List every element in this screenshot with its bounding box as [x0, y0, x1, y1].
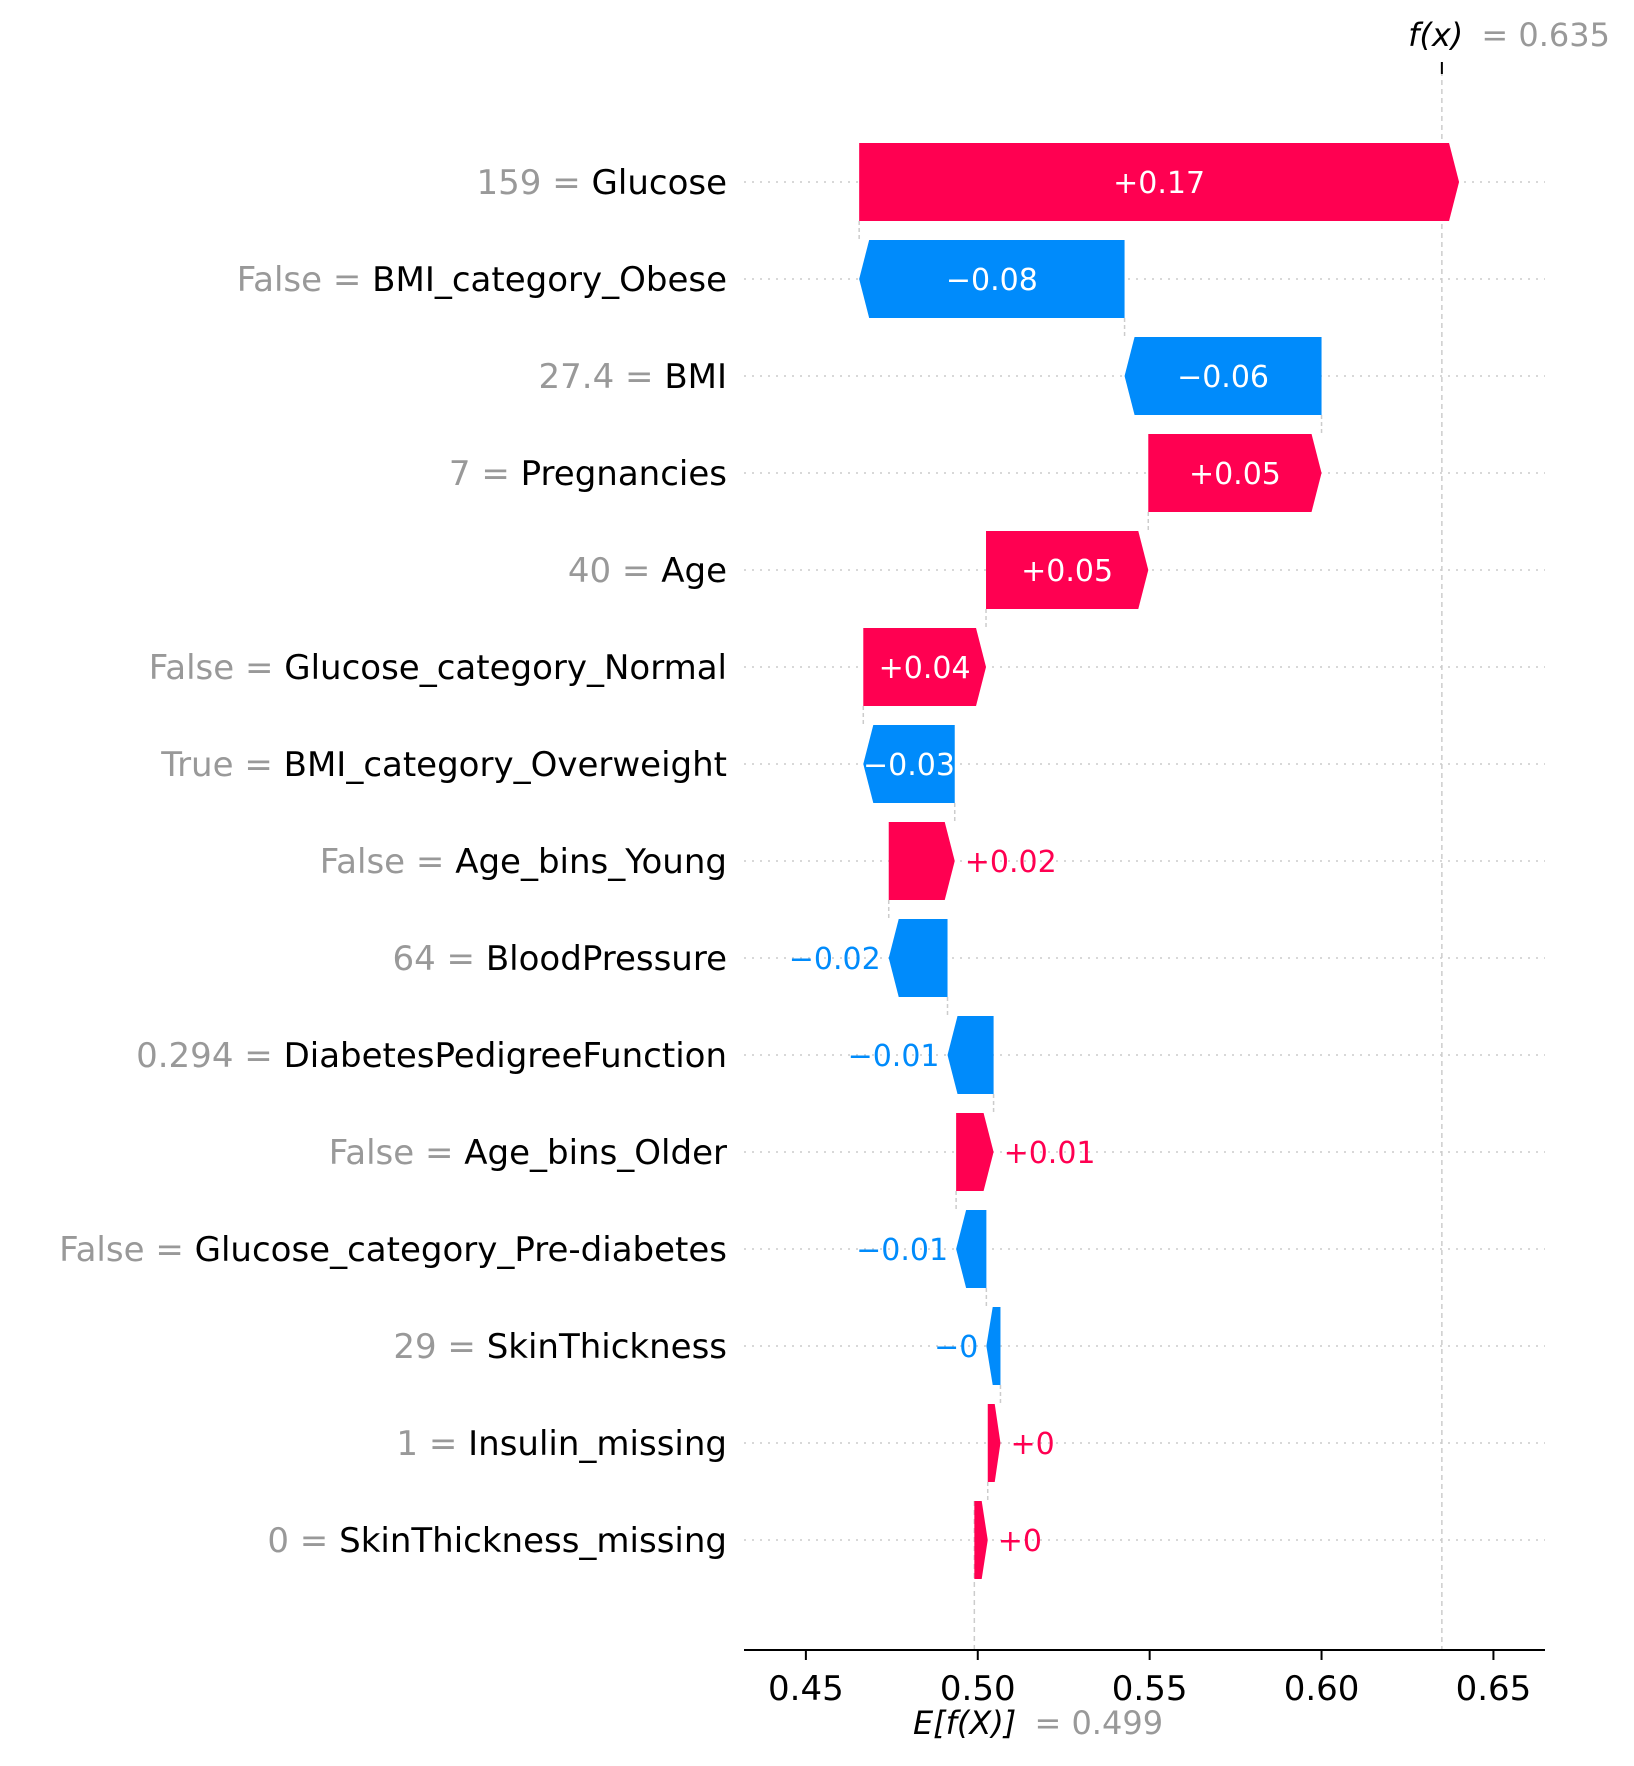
- x-tick-label: 0.60: [1284, 1669, 1360, 1709]
- feature-name: Age_bins_Young: [455, 842, 727, 882]
- bar-Pregnancies: [1148, 434, 1322, 512]
- feature-name: BMI_category_Overweight: [284, 745, 727, 785]
- x-axis: 0.45 0.50 0.55 0.60 0.65: [744, 1649, 1545, 1709]
- x-tick-label: 0.65: [1456, 1669, 1532, 1709]
- bar-value-label: +0.02: [965, 845, 1057, 880]
- feature-name: Glucose_category_Pre-diabetes: [195, 1230, 727, 1270]
- feature-value: True =: [160, 745, 283, 785]
- bar-value-label: −0: [934, 1330, 978, 1365]
- bar-Age_bins_Young: [888, 822, 955, 900]
- bar-BloodPressure: [888, 919, 948, 997]
- feature-name: Pregnancies: [521, 454, 727, 494]
- feature-name: Glucose: [592, 163, 727, 203]
- bar-Glucose_category_Pre-diabetes: [956, 1210, 987, 1288]
- feature-label: True = BMI_category_Overweight: [160, 745, 727, 785]
- x-tick-label: 0.45: [768, 1669, 844, 1709]
- feature-value: False =: [320, 842, 455, 882]
- feature-label: 40 = Age: [568, 551, 727, 591]
- feature-label: False = BMI_category_Obese: [237, 260, 727, 300]
- feature-value: False =: [59, 1230, 194, 1270]
- feature-label: 0.294 = DiabetesPedigreeFunction: [136, 1036, 727, 1076]
- feature-name: DiabetesPedigreeFunction: [284, 1036, 727, 1076]
- feature-label: 64 = BloodPressure: [392, 939, 727, 979]
- feature-label: False = Glucose_category_Pre-diabetes: [59, 1230, 727, 1270]
- bar-value-label: +0: [998, 1524, 1042, 1559]
- feature-value: False =: [237, 260, 372, 300]
- feature-name: Insulin_missing: [468, 1424, 727, 1464]
- feature-labels: 159 = Glucose False = BMI_category_Obese 2…: [59, 163, 727, 1561]
- fx-label: f(x): [1408, 16, 1463, 54]
- bar-value-label: +0.01: [1004, 1136, 1096, 1171]
- bar-value-label: −0.01: [848, 1039, 940, 1074]
- feature-name: Age: [661, 551, 727, 591]
- bar-BMI: [1124, 337, 1322, 415]
- bar-Age: [986, 531, 1149, 609]
- feature-label: 0 = SkinThickness_missing: [267, 1521, 727, 1561]
- feature-value: 0.294 =: [136, 1036, 283, 1076]
- bar-value-label: +0.05: [1021, 554, 1113, 589]
- feature-value: 40 =: [568, 551, 661, 591]
- bar-Glucose: [859, 143, 1460, 221]
- feature-label: 7 = Pregnancies: [449, 454, 727, 494]
- feature-label: False = Glucose_category_Normal: [149, 648, 727, 688]
- feature-value: 27.4 =: [539, 357, 665, 397]
- annotations: f(x) = 0.635 E[f(X)] = 0.499: [913, 16, 1610, 1742]
- bar-SkinThickness: [986, 1307, 1001, 1385]
- feature-value: 64 =: [392, 939, 485, 979]
- bar-Age_bins_Older: [956, 1113, 994, 1191]
- feature-name: SkinThickness: [487, 1327, 727, 1367]
- fx-annotation: f(x) = 0.635: [1408, 16, 1610, 54]
- base-label: E[f(X)]: [913, 1704, 1016, 1742]
- bar-value-label: −0.06: [1177, 360, 1269, 395]
- feature-label: 29 = SkinThickness: [393, 1327, 727, 1367]
- feature-value: 0 =: [267, 1521, 339, 1561]
- feature-name: Age_bins_Older: [464, 1133, 727, 1173]
- bar-value-label: −0.03: [863, 748, 955, 783]
- bar-Insulin_missing: [987, 1404, 1001, 1482]
- fx-value: = 0.635: [1481, 16, 1610, 54]
- feature-name: BMI: [664, 357, 727, 397]
- bar-Glucose_category_Normal: [863, 628, 987, 706]
- feature-name: Glucose_category_Normal: [284, 648, 727, 688]
- feature-value: 29 =: [393, 1327, 486, 1367]
- bar-value-label: −0.08: [946, 263, 1038, 298]
- x-tick-label: 0.50: [940, 1669, 1016, 1709]
- bars: +0.17 −0.08 −0.06 +0.05 +0.05 +0.04 −0.03 +0.02…: [789, 143, 1460, 1579]
- feature-value: 1 =: [396, 1424, 468, 1464]
- feature-value: 7 =: [449, 454, 521, 494]
- feature-name: SkinThickness_missing: [339, 1521, 727, 1561]
- bar-BMI_category_Overweight: [863, 725, 955, 803]
- feature-label: False = Age_bins_Young: [320, 842, 727, 882]
- feature-name: BloodPressure: [486, 939, 727, 979]
- bar-SkinThickness_missing: [974, 1501, 988, 1579]
- feature-label: False = Age_bins_Older: [329, 1133, 727, 1173]
- bar-value-label: +0: [1010, 1427, 1054, 1462]
- feature-label: 1 = Insulin_missing: [396, 1424, 727, 1464]
- feature-value: 159 =: [477, 163, 592, 203]
- bar-value-label: +0.05: [1189, 457, 1281, 492]
- feature-value: False =: [149, 648, 284, 688]
- feature-value: False =: [329, 1133, 464, 1173]
- feature-label: 27.4 = BMI: [539, 357, 728, 397]
- base-value: = 0.499: [1034, 1704, 1163, 1742]
- x-tick-label: 0.55: [1112, 1669, 1188, 1709]
- bar-value-label: −0.01: [856, 1233, 948, 1268]
- feature-name: BMI_category_Obese: [372, 260, 727, 300]
- bar-BMI_category_Obese: [859, 240, 1125, 318]
- bar-value-label: +0.04: [879, 651, 971, 686]
- bar-DiabetesPedigreeFunction: [947, 1016, 994, 1094]
- bar-value-label: +0.17: [1113, 166, 1205, 201]
- feature-label: 159 = Glucose: [477, 163, 727, 203]
- base-annotation: E[f(X)] = 0.499: [913, 1704, 1163, 1742]
- bar-value-label: −0.02: [789, 942, 881, 977]
